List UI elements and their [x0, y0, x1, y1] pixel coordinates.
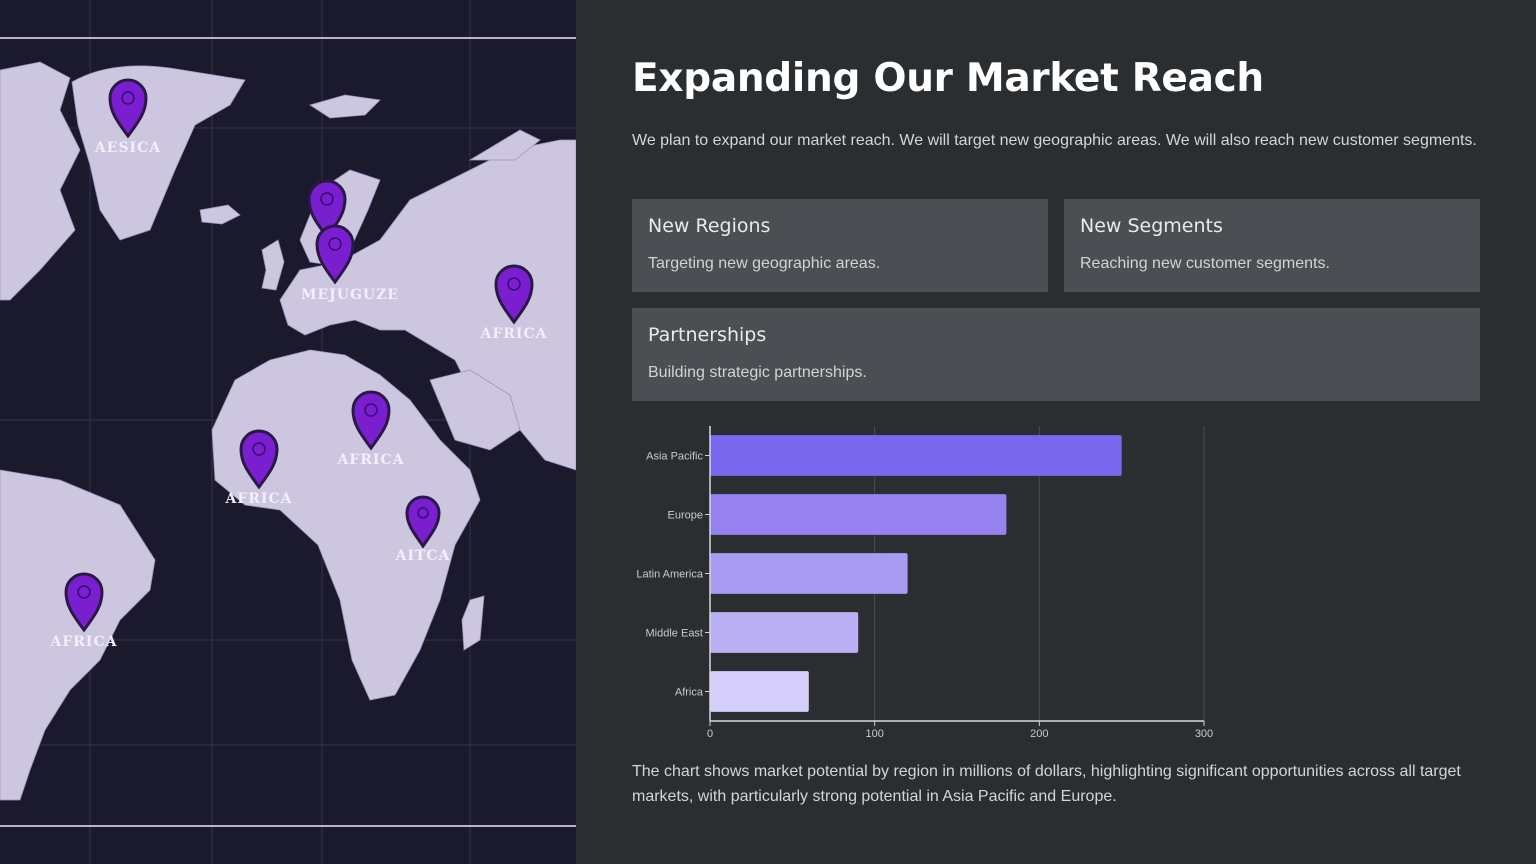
y-tick-label: Latin America — [636, 569, 704, 581]
map-pin-label: AFRICA — [337, 452, 405, 468]
y-tick-label: Africa — [675, 687, 704, 699]
map-pin-icon — [405, 495, 441, 549]
chart-bars — [710, 435, 1122, 712]
iceland — [199, 204, 241, 225]
map-pin-icon — [494, 264, 534, 325]
map-pin[interactable]: AESICA — [94, 78, 161, 156]
map-pin-icon — [307, 179, 347, 240]
card-partnerships: Partnerships Building strategic partners… — [632, 308, 1480, 401]
card-text: Reaching new customer segments. — [1080, 255, 1330, 272]
bar-asia-pacific[interactable] — [710, 435, 1122, 476]
intro-text: We plan to expand our market reach. We w… — [632, 132, 1477, 149]
map-pin[interactable]: AFRICA — [225, 429, 293, 507]
x-tick-label: 0 — [707, 728, 713, 740]
map-pin-label: AESICA — [94, 140, 161, 156]
content-panel: Expanding Our Market Reach We plan to ex… — [576, 0, 1536, 864]
card-text: Targeting new geographic areas. — [648, 255, 881, 272]
continents — [0, 61, 576, 801]
map-pin[interactable]: AITCA — [395, 495, 451, 564]
card-new-regions: New Regions Targeting new geographic are… — [632, 199, 1048, 292]
north-america — [0, 61, 81, 301]
x-tick-label: 100 — [865, 728, 883, 740]
world-map: AESICA MEJUGUZE AFRICA AFRICA — [0, 0, 576, 864]
card-text: Building strategic partnerships. — [648, 364, 867, 381]
y-tick-label: Asia Pacific — [646, 451, 703, 463]
map-pin[interactable]: AFRICA — [50, 572, 118, 650]
map-pin[interactable]: AFRICA — [337, 390, 405, 468]
map-pin[interactable]: AFRICA — [480, 264, 548, 342]
map-pin-icon — [239, 429, 279, 490]
map-pin-icon — [108, 78, 148, 139]
map-pin-label: AFRICA — [480, 326, 548, 342]
bar-africa[interactable] — [710, 671, 809, 712]
uk — [261, 239, 285, 291]
chart-labels: 0 100 200 300 Asia Pacific Europe Latin Americ… — [636, 451, 1213, 741]
card-title: New Regions — [648, 215, 771, 237]
x-tick-label: 300 — [1195, 728, 1213, 740]
y-tick-label: Europe — [668, 510, 703, 522]
map-pin-label: AFRICA — [225, 491, 293, 507]
madagascar — [461, 595, 485, 651]
arabia — [429, 369, 521, 451]
card-title: New Segments — [1080, 215, 1223, 237]
chart-caption: The chart shows market potential by regi… — [632, 763, 1461, 805]
map-pin[interactable] — [307, 179, 347, 240]
map-pin-icon — [315, 224, 355, 285]
map-pins: AESICA MEJUGUZE AFRICA AFRICA — [50, 78, 548, 650]
bar-latin-america[interactable] — [710, 553, 908, 594]
bar-europe[interactable] — [710, 494, 1007, 535]
south-america — [0, 469, 156, 801]
map-pin-label: AITCA — [395, 548, 451, 564]
map-pin-icon — [64, 572, 104, 633]
card-title: Partnerships — [648, 324, 767, 346]
x-tick-label: 200 — [1030, 728, 1048, 740]
map-pin[interactable]: MEJUGUZE — [301, 224, 399, 303]
y-tick-label: Middle East — [646, 628, 703, 640]
market-potential-chart: 0 100 200 300 Asia Pacific Europe Latin Americ… — [636, 426, 1213, 741]
map-pin-icon — [351, 390, 391, 451]
bar-middle-east[interactable] — [710, 612, 859, 653]
chart-axes — [705, 426, 1205, 726]
page-title: Expanding Our Market Reach — [632, 56, 1264, 101]
card-new-segments: New Segments Reaching new customer segme… — [1064, 199, 1480, 292]
arctic-islands — [309, 94, 381, 119]
map-pin-label: MEJUGUZE — [301, 287, 399, 303]
world-map-graphic: AESICA MEJUGUZE AFRICA AFRICA — [0, 0, 576, 864]
africa — [211, 349, 481, 701]
map-pin-label: AFRICA — [50, 634, 118, 650]
